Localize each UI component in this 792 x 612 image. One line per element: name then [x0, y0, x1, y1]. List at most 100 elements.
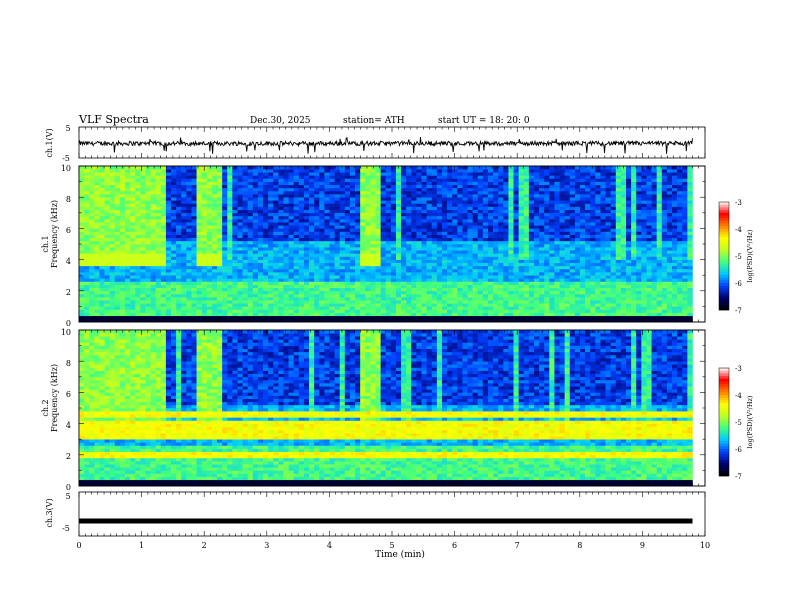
spectrogram-cell [498, 232, 503, 235]
spectrogram-cell [217, 275, 222, 278]
spectrogram-cell [406, 216, 411, 219]
spectrogram-cell [156, 266, 161, 269]
spectrogram-cell [151, 238, 156, 241]
spectrogram-cell [278, 294, 283, 297]
spectrogram-cell [278, 235, 283, 238]
spectrogram-cell [232, 272, 237, 275]
spectrogram-cell [442, 213, 447, 216]
spectrogram-cell [212, 207, 217, 210]
spectrogram-cell [335, 225, 340, 228]
spectrogram-cell [156, 281, 161, 284]
spectrogram-cell [105, 316, 110, 319]
spectrogram-cell [237, 203, 242, 206]
spectrogram-cell [416, 313, 421, 316]
spectrogram-cell [258, 294, 263, 297]
spectrogram-cell [437, 244, 442, 247]
spectrogram-cell [110, 216, 115, 219]
spectrogram-cell [273, 191, 278, 194]
spectrogram-cell [145, 272, 150, 275]
spectrogram-cell [222, 228, 227, 231]
spectrogram-cell [457, 238, 462, 241]
spectrogram-cell [294, 306, 299, 309]
spectrogram-cell [534, 222, 539, 225]
spectrogram-cell [376, 191, 381, 194]
spectrogram-cell [437, 191, 442, 194]
spectrogram-cell [324, 297, 329, 300]
spectrogram-cell [130, 250, 135, 253]
spectrogram-cell [105, 300, 110, 303]
spectrogram-cell [120, 244, 125, 247]
spectrogram-cell [94, 178, 99, 181]
spectrogram-cell [248, 291, 253, 294]
spectrogram-cell [376, 222, 381, 225]
spectrogram-cell [391, 263, 396, 266]
spectrogram-cell [105, 172, 110, 175]
spectrogram-cell [422, 232, 427, 235]
spectrogram-cell [493, 263, 498, 266]
spectrogram-cell [253, 238, 258, 241]
spectrogram-cell [514, 172, 519, 175]
spectrogram-cell [478, 285, 483, 288]
spectrogram-cell [115, 225, 120, 228]
spectrogram-cell [130, 306, 135, 309]
spectrogram-cell [89, 188, 94, 191]
spectrogram-cell [217, 235, 222, 238]
spectrogram-cell [503, 207, 508, 210]
spectrogram-cell [549, 178, 554, 181]
spectrogram-cell [273, 232, 278, 235]
spectrogram-cell [544, 219, 549, 222]
spectrogram-cell [365, 275, 370, 278]
spectrogram-cell [186, 253, 191, 256]
spectrogram-cell [237, 238, 242, 241]
spectrogram-cell [84, 222, 89, 225]
spectrogram-cell [422, 178, 427, 181]
spectrogram-cell [554, 316, 559, 319]
spectrogram-cell [391, 300, 396, 303]
spectrogram-cell [79, 281, 84, 284]
spectrogram-cell [406, 250, 411, 253]
spectrogram-cell [176, 244, 181, 247]
spectrogram-cell [406, 222, 411, 225]
spectrogram-cell [422, 207, 427, 210]
spectrogram-cell [498, 222, 503, 225]
spectrogram-cell [268, 185, 273, 188]
spectrogram-cell [324, 178, 329, 181]
spectrogram-cell [94, 191, 99, 194]
spectrogram-cell [391, 228, 396, 231]
spectrogram-cell [478, 288, 483, 291]
spectrogram-cell [422, 200, 427, 203]
spectrogram-cell [161, 178, 166, 181]
spectrogram-cell [539, 297, 544, 300]
spectrogram-cell [314, 247, 319, 250]
spectrogram-cell [243, 200, 248, 203]
spectrogram-cell [217, 313, 222, 316]
spectrogram-cell [212, 288, 217, 291]
spectrogram-cell [391, 244, 396, 247]
spectrogram-cell [437, 285, 442, 288]
spectrogram-cell [529, 278, 534, 281]
spectrogram-cell [268, 297, 273, 300]
spectrogram-cell [457, 300, 462, 303]
spectrogram-cell [452, 253, 457, 256]
spectrogram-cell [370, 288, 375, 291]
spectrogram-cell [416, 303, 421, 306]
spectrogram-cell [483, 216, 488, 219]
spectrogram-cell [181, 294, 186, 297]
spectrogram-cell [115, 222, 120, 225]
spectrogram-cell [340, 260, 345, 263]
spectrogram-cell [309, 288, 314, 291]
spectrogram-cell [191, 194, 196, 197]
spectrogram-cell [396, 197, 401, 200]
spectrogram-cell [94, 291, 99, 294]
spectrogram-cell [529, 250, 534, 253]
spectrogram-cell [376, 188, 381, 191]
spectrogram-cell [468, 285, 473, 288]
spectrogram-cell [396, 178, 401, 181]
spectrogram-cell [462, 300, 467, 303]
spectrogram-cell [186, 260, 191, 263]
spectrogram-cell [488, 241, 493, 244]
spectrogram-cell [130, 256, 135, 259]
spectrogram-cell [217, 194, 222, 197]
spectrogram-cell [396, 194, 401, 197]
spectrogram-cell [508, 210, 513, 213]
